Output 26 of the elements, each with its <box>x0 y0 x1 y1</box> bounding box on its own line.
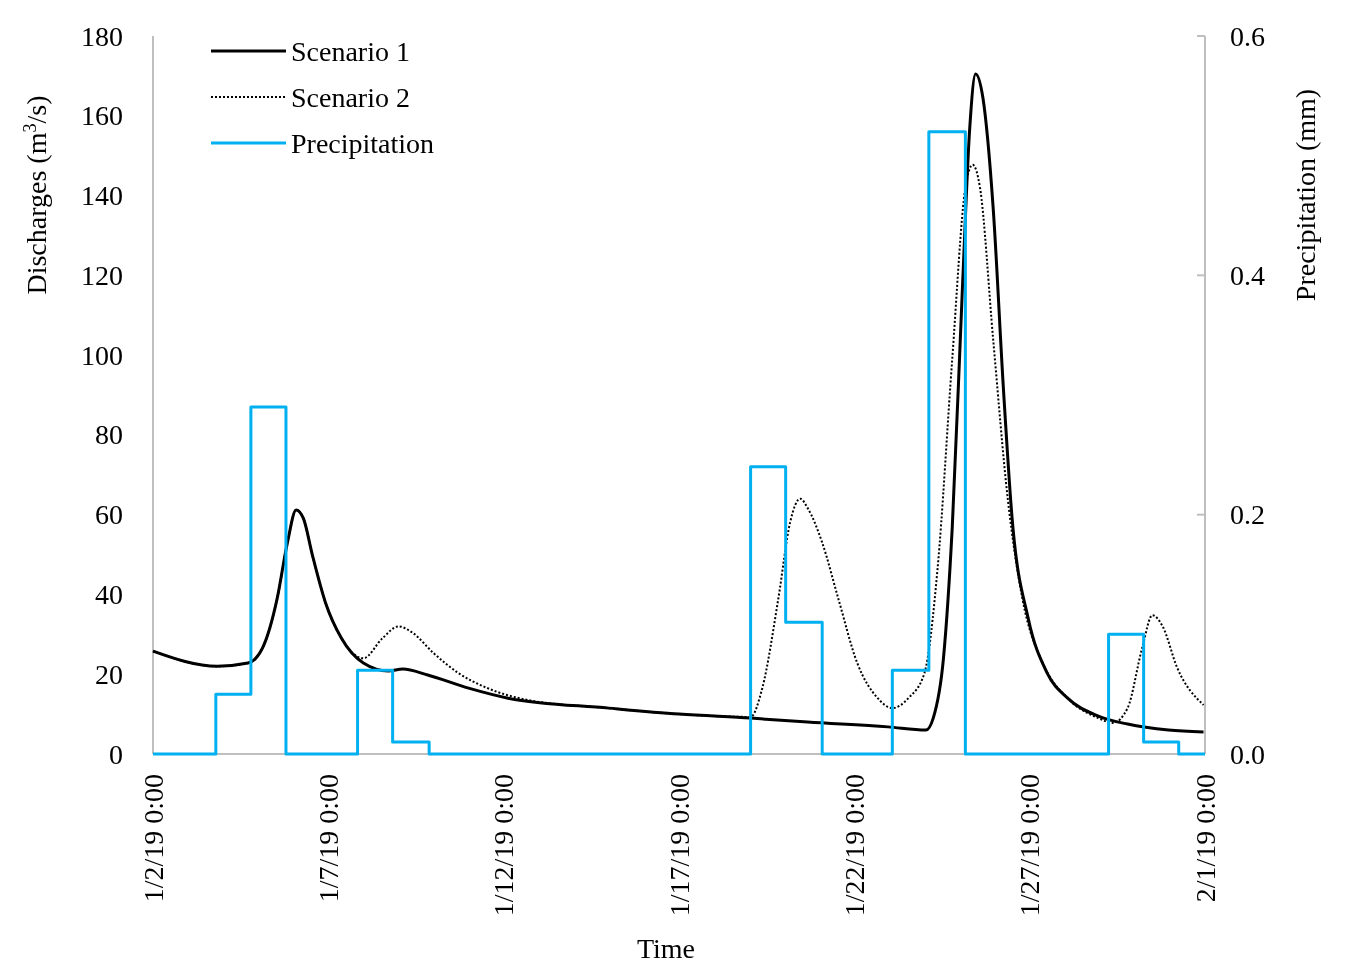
y-tick-label: 140 <box>81 180 123 212</box>
legend-label: Precipitation <box>291 127 435 159</box>
y-tick-label: 180 <box>81 20 123 52</box>
y-tick-label: 160 <box>81 100 123 132</box>
y-tick-label: 120 <box>81 259 123 291</box>
y-tick-label: 40 <box>95 578 123 610</box>
y-tick-label: 60 <box>95 499 123 531</box>
legend-label: Scenario 2 <box>291 81 410 113</box>
y-tick-label: 0 <box>109 738 123 770</box>
x-tick-label: 1/22/19 0:00 <box>838 774 870 917</box>
x-tick-label: 1/2/19 0:00 <box>137 774 169 903</box>
x-tick-label: 1/7/19 0:00 <box>312 774 344 903</box>
y-tick-label: 80 <box>95 419 123 451</box>
y2-tick-label: 0.4 <box>1230 259 1265 291</box>
x-tick-label: 1/12/19 0:00 <box>488 774 520 917</box>
y-tick-label: 100 <box>81 339 123 371</box>
x-tick-label: 1/27/19 0:00 <box>1014 774 1046 917</box>
x-axis-title: Time <box>636 933 696 964</box>
y2-axis-title: Precipitation (mm) <box>1290 88 1321 302</box>
x-tick-label: 1/17/19 0:00 <box>663 774 695 917</box>
legend-label: Scenario 1 <box>291 35 410 67</box>
y2-tick-label: 0.2 <box>1230 499 1265 531</box>
y2-tick-label: 0.6 <box>1230 20 1265 52</box>
x-tick-label: 2/1/19 0:00 <box>1189 774 1221 903</box>
y-tick-label: 20 <box>95 658 123 690</box>
y2-tick-label: 0.0 <box>1230 738 1265 770</box>
